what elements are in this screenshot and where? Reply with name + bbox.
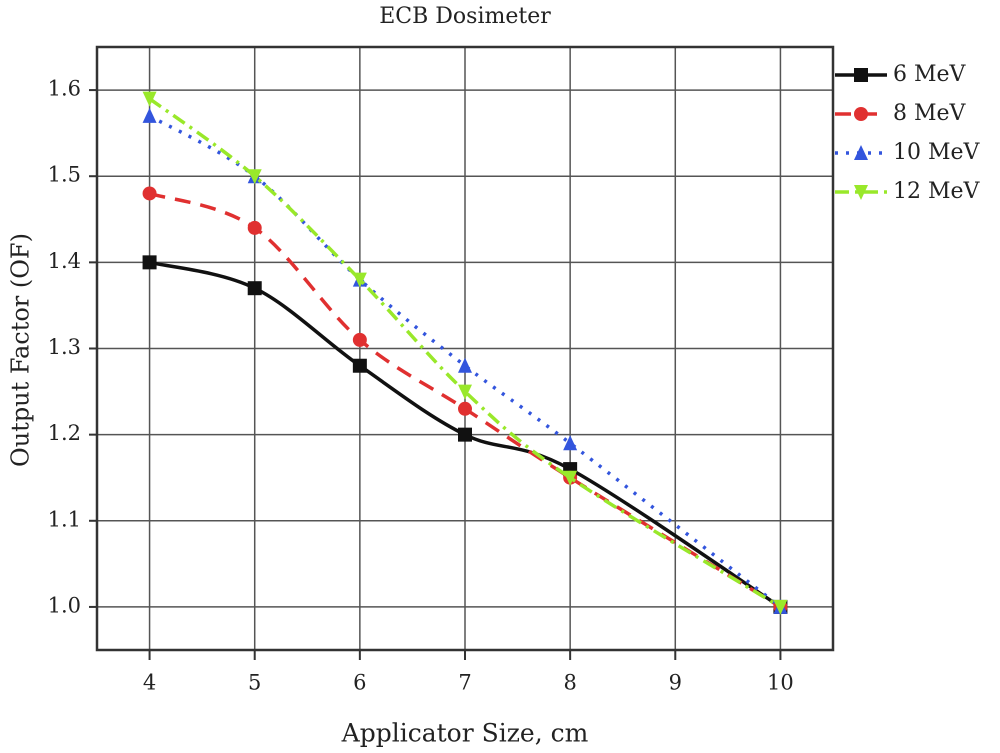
legend-label: 10 MeV: [893, 140, 981, 165]
x-tick-label: 9: [669, 671, 682, 695]
y-tick-label: 1.2: [48, 421, 81, 445]
marker: [458, 357, 472, 373]
legend-marker: [854, 107, 868, 121]
marker: [563, 470, 578, 486]
x-tick-label: 7: [458, 671, 471, 695]
marker: [352, 272, 367, 288]
x-tick-label: 4: [143, 671, 156, 695]
plot-frame: [95, 45, 835, 652]
y-tick-label: 1.0: [48, 593, 81, 617]
x-tick-label: 5: [248, 671, 261, 695]
y-tick-label: 1.4: [48, 249, 81, 273]
legend-marker: [854, 145, 868, 160]
chart-title: ECB Dosimeter: [379, 4, 551, 29]
marker: [142, 255, 157, 270]
marker: [458, 401, 472, 416]
x-tick-label: 8: [563, 671, 576, 695]
y-tick-label: 1.1: [48, 507, 81, 531]
x-axis-label: Applicator Size, cm: [341, 719, 589, 748]
legend-marker: [854, 68, 868, 82]
marker: [142, 186, 157, 201]
marker: [142, 91, 157, 107]
x-tick-label: 6: [353, 671, 366, 695]
legend-label: 8 MeV: [893, 101, 967, 126]
marker: [247, 220, 262, 235]
y-tick-label: 1.3: [48, 335, 81, 359]
marker: [773, 599, 788, 615]
legend-label: 6 MeV: [893, 62, 967, 87]
marker: [142, 107, 157, 123]
x-tick-label: 10: [767, 671, 794, 695]
legend-label: 12 MeV: [893, 179, 981, 204]
marker: [352, 358, 367, 373]
series-line: [148, 114, 782, 609]
marker: [352, 332, 367, 347]
legend-marker: [854, 185, 868, 200]
y-axis-label: Output Factor (OF): [7, 233, 35, 467]
y-tick-label: 1.6: [48, 77, 81, 101]
marker: [458, 384, 472, 400]
marker: [563, 435, 578, 451]
marker: [247, 169, 262, 185]
marker: [247, 281, 262, 296]
y-tick-label: 1.5: [48, 163, 81, 187]
marker: [458, 427, 472, 442]
